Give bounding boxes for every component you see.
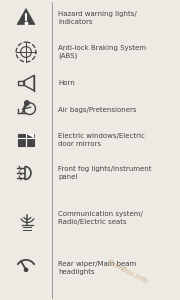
Text: Hazard warning lights/
Indicators: Hazard warning lights/ Indicators: [58, 11, 137, 25]
Text: Rear wiper/Main beam
headlights: Rear wiper/Main beam headlights: [58, 261, 136, 275]
Polygon shape: [17, 8, 35, 25]
Text: Front fog lights/Instrument
panel: Front fog lights/Instrument panel: [58, 166, 152, 180]
Polygon shape: [27, 134, 34, 138]
Text: FuseBox.info: FuseBox.info: [107, 259, 149, 285]
Polygon shape: [18, 134, 34, 146]
Text: Communication system/
Radio/Electric seats: Communication system/ Radio/Electric sea…: [58, 211, 143, 225]
Text: Anti-lock Braking System
(ABS): Anti-lock Braking System (ABS): [58, 45, 146, 59]
Text: Horn: Horn: [58, 80, 75, 86]
Circle shape: [24, 268, 28, 272]
Text: Electric windows/Electric
door mirrors: Electric windows/Electric door mirrors: [58, 133, 145, 147]
Circle shape: [25, 101, 29, 105]
Text: Air bags/Pretensioners: Air bags/Pretensioners: [58, 107, 136, 113]
